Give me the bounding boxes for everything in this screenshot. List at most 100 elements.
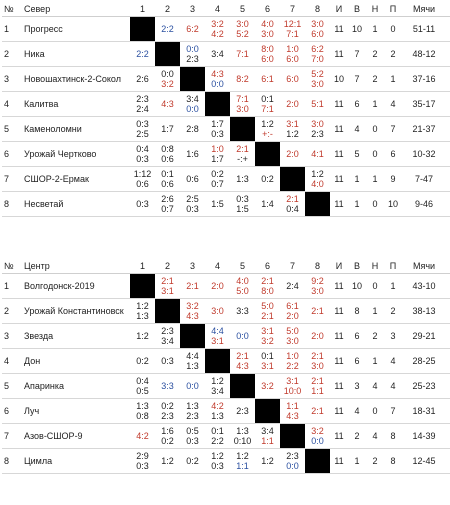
- team-points: 17: [446, 141, 450, 167]
- match-score: 3:0: [286, 336, 299, 346]
- result-cell: 0:5 0:3: [180, 423, 205, 449]
- header-col-3: 3: [180, 2, 205, 17]
- result-cell: 0:6: [180, 166, 205, 192]
- team-stat: 4: [366, 373, 384, 399]
- result-cell: 3:0: [205, 298, 230, 324]
- match-score: 2:3: [186, 411, 199, 421]
- match-score: 2:1: [261, 311, 274, 321]
- match-score: 0:7: [161, 204, 174, 214]
- match-score: 2:3: [161, 411, 174, 421]
- team-position: 4: [2, 348, 24, 374]
- match-score: 4:0: [311, 179, 324, 189]
- team-position: 8: [2, 191, 24, 217]
- team-stat: 2: [366, 41, 384, 67]
- match-score: 3:3: [236, 306, 249, 316]
- match-score: 0:3: [186, 436, 199, 446]
- match-score: 1:5: [211, 199, 224, 209]
- team-stat: 4: [384, 373, 402, 399]
- match-score: 2:2: [136, 49, 149, 59]
- team-goals: 35-17: [402, 91, 446, 117]
- result-cell: 3:4: [205, 41, 230, 67]
- result-cell: 1:2 +:-: [255, 116, 280, 142]
- match-score: 0:3: [136, 119, 149, 129]
- match-score: 2:1: [311, 351, 324, 361]
- self-cell: [205, 91, 230, 117]
- header-num: №: [2, 259, 24, 274]
- team-stat: 2: [366, 66, 384, 92]
- match-score: 2:5: [136, 129, 149, 139]
- group-name: Север: [24, 2, 130, 17]
- team-goals: 14-39: [402, 423, 446, 449]
- team-stat: 11: [330, 116, 348, 142]
- match-score: 0:7: [211, 179, 224, 189]
- match-score: 3:2: [161, 79, 174, 89]
- match-score: 0:0: [186, 104, 199, 114]
- result-cell: 4:4 1:3: [180, 348, 205, 374]
- match-score: 0:0: [236, 331, 249, 341]
- self-cell: [130, 16, 155, 42]
- header-goals: Мячи: [402, 2, 446, 17]
- match-score: 2:1: [261, 276, 274, 286]
- team-position: 2: [2, 41, 24, 67]
- result-cell: 2:6: [130, 66, 155, 92]
- result-cell: 6:1: [255, 66, 280, 92]
- match-score: -:+: [237, 154, 248, 164]
- result-cell: 2:1 3:1: [155, 273, 180, 299]
- team-position: 6: [2, 398, 24, 424]
- team-stat: 1: [366, 298, 384, 324]
- match-score: 1:2: [311, 169, 324, 179]
- match-score: 3:2: [261, 381, 274, 391]
- team-goals: 9-46: [402, 191, 446, 217]
- match-score: 3:0: [311, 119, 324, 129]
- match-score: 2:3: [136, 94, 149, 104]
- team-position: 8: [2, 448, 24, 474]
- match-score: 0:0: [186, 44, 199, 54]
- match-score: 0:0: [286, 461, 299, 471]
- header-col-2: 2: [155, 2, 180, 17]
- team-position: 4: [2, 91, 24, 117]
- team-stat: 11: [330, 16, 348, 42]
- match-score: 6:2: [311, 44, 324, 54]
- team-goals: 37-16: [402, 66, 446, 92]
- team-stat: 11: [330, 348, 348, 374]
- match-score: 0:3: [186, 204, 199, 214]
- result-cell: 2:0: [305, 323, 330, 349]
- team-points: 24: [446, 91, 450, 117]
- result-cell: 3:0 6:0: [305, 16, 330, 42]
- team-points: 23: [446, 323, 450, 349]
- match-score: 0:2: [136, 356, 149, 366]
- team-position: 3: [2, 66, 24, 92]
- table-row: 6 Урожай Чертково 0:4 0:3 0:8 0:6 1:6 1:0 1:7 2:1…: [2, 141, 450, 167]
- match-score: 0:8: [136, 411, 149, 421]
- team-points: 32: [446, 16, 450, 42]
- match-score: 1:1: [236, 461, 249, 471]
- match-score: 3:0: [236, 104, 249, 114]
- result-cell: 2:1 1:1: [305, 373, 330, 399]
- team-stat: 4: [384, 348, 402, 374]
- match-score: 1:7: [211, 154, 224, 164]
- result-cell: 4:0 3:0: [255, 16, 280, 42]
- result-cell: 2:8: [180, 116, 205, 142]
- team-stat: 10: [348, 273, 366, 299]
- result-cell: 8:2: [230, 66, 255, 92]
- team-stat: 5: [348, 141, 366, 167]
- result-cell: 1:2 0:3: [205, 448, 230, 474]
- match-score: 1:12: [133, 169, 152, 179]
- team-goals: 21-37: [402, 116, 446, 142]
- result-cell: 9:2 3:0: [305, 273, 330, 299]
- match-score: 4:4: [211, 326, 224, 336]
- result-cell: 1:0 6:0: [280, 41, 305, 67]
- result-cell: 2:3 0:0: [280, 448, 305, 474]
- team-stat: 2: [366, 448, 384, 474]
- result-cell: 0:4 0:5: [130, 373, 155, 399]
- result-cell: 0:0: [180, 373, 205, 399]
- match-score: 4:3: [161, 99, 174, 109]
- result-cell: 3:2: [255, 373, 280, 399]
- match-score: 9:2: [311, 276, 324, 286]
- result-cell: 2:3 2:4: [130, 91, 155, 117]
- standings-table-north: №Север12345678ИВНПМячиО1Прогресс2:26:23:…: [2, 2, 450, 217]
- team-stat: 11: [330, 91, 348, 117]
- match-score: 1:2: [236, 451, 249, 461]
- team-stat: 1: [348, 448, 366, 474]
- team-stat: 10: [384, 191, 402, 217]
